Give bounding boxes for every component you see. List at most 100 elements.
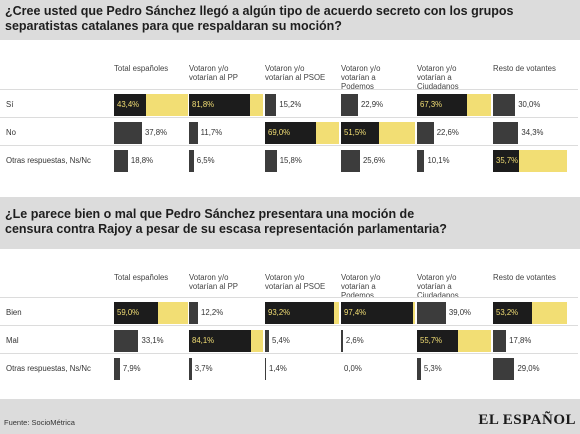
column-header: Resto de votantes [493,273,565,282]
bar [341,122,380,144]
data-label: 39,0% [448,308,471,317]
column-header-line: Total españoles [114,64,169,73]
column-header-line: Podemos [341,291,374,300]
column-header-line: votarían al PP [189,282,238,291]
question-1-title: ¿Cree usted que Pedro Sánchez llegó a al… [5,4,575,34]
column-header-line: Votaron y/o [265,64,305,73]
column-header: Total españoles [114,64,186,73]
data-cell: 18,8% [114,150,188,172]
bar [493,122,519,144]
column-header-line: votarían al PSOE [265,282,326,291]
question-2-line-2: censura contra Rajoy a pesar de su escas… [5,222,447,236]
data-cell: 0,0% [341,358,415,380]
data-cell: 34,3% [493,122,567,144]
data-label: 18,8% [130,156,154,165]
column-header-line: Resto de votantes [493,64,556,73]
column-header: Total españoles [114,273,186,282]
bar [114,122,142,144]
data-cell: 51,5% [341,122,415,144]
row-label: Sí [6,100,14,109]
data-label: 15,8% [279,156,302,165]
column-header-line: votarían a [417,282,452,291]
question-2-band: ¿Le parece bien o mal que Pedro Sánchez … [0,197,580,249]
table-1: Total españoles Votaron y/o votarían al PP… [0,40,580,197]
row-separator [0,89,578,90]
column-header-line: Votaron y/o [341,64,381,73]
row-separator [0,353,578,354]
data-label: 67,3% [420,100,443,109]
data-cell: 12,2% [189,302,263,324]
data-label: 7,9% [122,364,141,373]
data-cell: 7,9% [114,358,188,380]
bar [114,302,158,324]
column-header-line: votarían a [417,73,452,82]
column-header: Votaron y/o votarían al PSOE [265,273,337,291]
question-1-line-1: ¿Cree usted que Pedro Sánchez llegó a al… [5,4,514,18]
data-label: 5,4% [271,336,290,345]
bar [265,122,317,144]
data-label: 11,7% [200,128,223,137]
bar [493,330,507,352]
column-header-line: Ciudadanos [417,82,459,91]
bar [417,150,425,172]
data-label: 29,0% [517,364,540,373]
row-label: No [6,128,16,137]
data-cell: 37,8% [114,122,188,144]
data-cell: 5,3% [417,358,491,380]
bar [189,330,252,352]
bar [265,330,269,352]
data-cell: 1,4% [265,358,339,380]
data-cell: 97,4% [341,302,415,324]
column-header-line: votarían al PP [189,73,238,82]
data-cell: 11,7% [189,122,263,144]
bar [189,150,194,172]
bar [417,302,446,324]
data-label: 22,9% [360,100,384,109]
column-header: Votaron y/o votarían a Ciudadanos [417,273,489,300]
data-cell: 29,0% [493,358,567,380]
data-label: 25,6% [362,156,386,165]
data-label: 69,0% [268,128,291,137]
data-cell: 35,7% [493,150,567,172]
data-label: 10,1% [427,156,450,165]
el-espanol-logo: EL ESPAÑOL [478,412,576,428]
data-label: 3,7% [194,364,213,373]
bar [493,94,516,116]
data-label: 30,0% [518,100,541,109]
bar [189,122,198,144]
data-label: 33,1% [141,336,164,345]
bar [265,358,267,380]
bar [417,94,467,116]
bar [341,94,358,116]
bar [189,358,192,380]
row-label: Otras respuestas, Ns/Nc [6,364,91,373]
column-header: Votaron y/o votarían al PP [189,273,261,291]
bar [417,122,434,144]
data-label: 15,2% [279,100,302,109]
data-cell: 5,4% [265,330,339,352]
column-header-line: Votaron y/o [417,64,457,73]
data-cell: 3,7% [189,358,263,380]
column-header: Votaron y/o votarían al PSOE [265,64,337,82]
data-cell: 6,5% [189,150,263,172]
data-cell: 30,0% [493,94,567,116]
data-cell: 93,2% [265,302,339,324]
bar [265,302,334,324]
data-cell: 15,8% [265,150,339,172]
source-text: Fuente: SocioMétrica [4,418,75,427]
row-label: Otras respuestas, Ns/Nc [6,156,91,165]
column-header: Resto de votantes [493,64,565,73]
data-cell: 10,1% [417,150,491,172]
bar [341,150,360,172]
data-label: 55,7% [420,336,443,345]
data-label: 84,1% [192,336,215,345]
data-label: 6,5% [196,156,215,165]
data-label: 5,3% [423,364,442,373]
data-label: 93,2% [268,308,291,317]
column-header-line: votarían al PSOE [265,73,326,82]
bar [341,330,343,352]
column-header: Votaron y/o votarían al PP [189,64,261,82]
data-label: 51,5% [344,128,367,137]
bar [493,150,520,172]
data-label: 34,3% [521,128,544,137]
